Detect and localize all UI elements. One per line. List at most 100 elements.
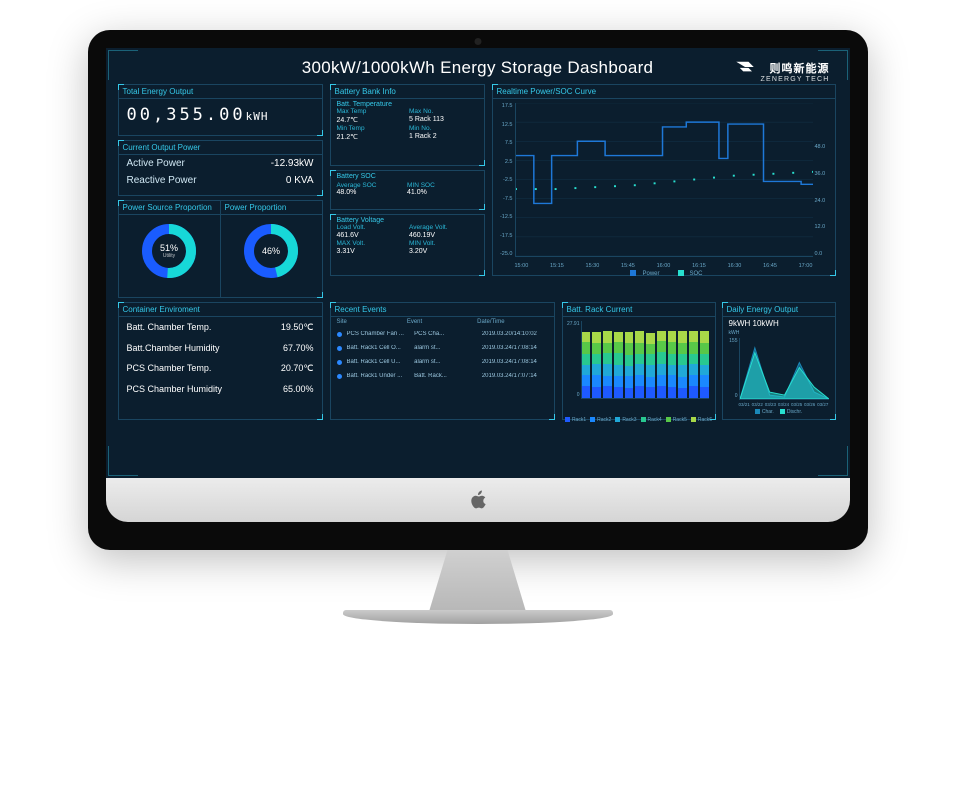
panel-title: Current Output Power: [119, 141, 322, 155]
panel-title: Container Enviroment: [119, 303, 322, 317]
col-header: Event: [407, 319, 477, 325]
panel-title: Daily Energy Output: [723, 303, 835, 317]
donut-sub: Utility: [163, 253, 175, 259]
event-dot-icon: [337, 346, 342, 351]
panel-total-energy: Total Energy Output 00,355.00kWH: [118, 84, 323, 136]
event-dot-icon: [337, 332, 342, 337]
energy-number: 00,355.00: [127, 105, 246, 125]
chart-legend: PowerSOC: [493, 270, 835, 277]
monitor-bezel: 300kW/1000kWh Energy Storage Dashboard 则…: [88, 30, 868, 550]
dashboard-screen: 300kW/1000kWh Energy Storage Dashboard 则…: [106, 48, 850, 478]
sub-title: Batt. Temperature: [331, 99, 484, 108]
event-row[interactable]: Batt. Rack1 Cell O...alarm st...2019.03.…: [331, 341, 554, 355]
event-dot-icon: [337, 374, 342, 379]
env-row: PCS Chamber Humidity65.00%: [119, 379, 322, 399]
donut-pct: 46%: [262, 246, 280, 256]
panel-title: Power Source Proportion: [119, 201, 220, 215]
rack-bar: [635, 331, 644, 398]
value: 1 Rack 2: [409, 133, 478, 141]
curve-plot: [515, 103, 813, 257]
donut-pct: 51%: [160, 243, 178, 253]
label: MIN SOC: [407, 182, 478, 189]
panel-title: Power Proportion: [221, 201, 322, 215]
value: 3.20V: [409, 248, 478, 255]
rack-bar: [603, 331, 612, 398]
env-row: Batt.Chamber Humidity67.70%: [119, 338, 322, 358]
label: Average SOC: [337, 182, 408, 189]
panel-recent-events: Recent Events Site Event Date/Time PCS C…: [330, 302, 555, 420]
unit-label: kWH: [723, 330, 835, 336]
panel-realtime-curve: Realtime Power/SOC Curve 17.512.57.52.5-…: [492, 84, 836, 276]
panel-battery-bank: Battery Bank Info Batt. Temperature Max …: [330, 84, 485, 166]
monitor-mockup: 300kW/1000kWh Energy Storage Dashboard 则…: [88, 30, 868, 624]
env-row: Batt. Chamber Temp.19.50℃: [119, 317, 322, 338]
page-title: 300kW/1000kWh Energy Storage Dashboard: [112, 58, 844, 78]
monitor-base: [343, 610, 613, 624]
rack-bar: [678, 331, 687, 398]
event-dot-icon: [337, 360, 342, 365]
rack-bar: [646, 333, 655, 398]
rack-bar: [614, 332, 623, 398]
donut-power-source: 51%Utility: [140, 222, 198, 280]
label: Average Volt.: [409, 224, 478, 231]
donut-power-proportion: 46%: [242, 222, 300, 280]
event-row[interactable]: Batt. Rack1 Under ...Batt. Rack...2019.0…: [331, 369, 554, 383]
panel-title: Recent Events: [331, 303, 554, 317]
camera-dot: [474, 38, 481, 45]
panel-environment: Container Enviroment Batt. Chamber Temp.…: [118, 302, 323, 420]
value: 41.0%: [407, 189, 478, 196]
panel-title: Realtime Power/SOC Curve: [493, 85, 835, 99]
value: 24.7℃: [337, 116, 406, 124]
rack-bar: [625, 332, 634, 398]
label: MIN Volt.: [409, 240, 478, 247]
daily-area-chart: 1550: [739, 338, 829, 400]
panel-rack-current: Batt. Rack Current 27.910 Rack1Rack2Rack…: [562, 302, 716, 420]
brand-logo: 则鸣新能源 ZENERGY TECH: [736, 60, 829, 83]
value: 21.2℃: [337, 133, 406, 141]
apple-logo-icon: [468, 488, 488, 512]
label: Min Temp: [337, 125, 406, 132]
rack-bar: [657, 331, 666, 398]
panel-daily-output: Daily Energy Output 9kWH 10kWH kWH 1550 …: [722, 302, 836, 420]
panel-output-power: Current Output Power Active Power-12.93k…: [118, 140, 323, 196]
panel-battery-soc: Battery SOC Average SOC MIN SOC 48.0% 41…: [330, 170, 485, 210]
label: Min No.: [409, 125, 478, 132]
col-header: Date/Time: [477, 319, 547, 325]
label: Load Volt.: [337, 224, 406, 231]
label: Max Temp: [337, 108, 406, 115]
panel-battery-voltage: Battery Voltage Load Volt. Average Volt.…: [330, 214, 485, 276]
rack-bars: 27.910: [581, 321, 709, 399]
brand-name-cn: 则鸣新能源: [761, 60, 830, 76]
chart-legend: Rack1Rack2Rack3Rack4Rack5Rack6: [563, 417, 715, 423]
monitor-chin: [106, 478, 850, 522]
energy-unit: kWH: [246, 110, 269, 123]
sub-title: Battery Voltage: [331, 215, 484, 224]
col-header: Site: [337, 319, 407, 325]
label: Max No.: [409, 108, 478, 115]
total-energy-value: 00,355.00kWH: [119, 99, 322, 131]
rack-bar: [582, 332, 591, 398]
rack-bar: [592, 332, 601, 398]
rack-bar: [668, 331, 677, 398]
event-row[interactable]: PCS Chamber Fan ...PCS Cha...2019.03.20/…: [331, 327, 554, 341]
panel-title: Battery Bank Info: [331, 85, 484, 99]
label: MAX Volt.: [337, 240, 406, 247]
panel-title: Total Energy Output: [119, 85, 322, 99]
value: 5 Rack 113: [409, 116, 478, 124]
event-row[interactable]: Batt. Rack1 Cell U...alarm st...2019.03.…: [331, 355, 554, 369]
rack-bar: [700, 331, 709, 398]
output-row: Active Power-12.93kW: [119, 155, 322, 172]
value: 461.6V: [337, 232, 406, 239]
env-row: PCS Chamber Temp.20.70℃: [119, 358, 322, 379]
daily-values: 9kWH 10kWH: [723, 317, 835, 330]
value: 3.31V: [337, 248, 406, 255]
value: 48.0%: [337, 189, 408, 196]
brand-name-en: ZENERGY TECH: [761, 76, 830, 83]
sub-title: Battery SOC: [331, 171, 484, 180]
value: 460.19V: [409, 232, 478, 239]
output-row: Reactive Power0 KVA: [119, 172, 322, 189]
panel-title: Batt. Rack Current: [563, 303, 715, 317]
chart-legend: Char.Dischr.: [723, 409, 835, 415]
panel-proportions: Power Source Proportion 51%Utility Power…: [118, 200, 323, 298]
rack-bar: [689, 331, 698, 398]
